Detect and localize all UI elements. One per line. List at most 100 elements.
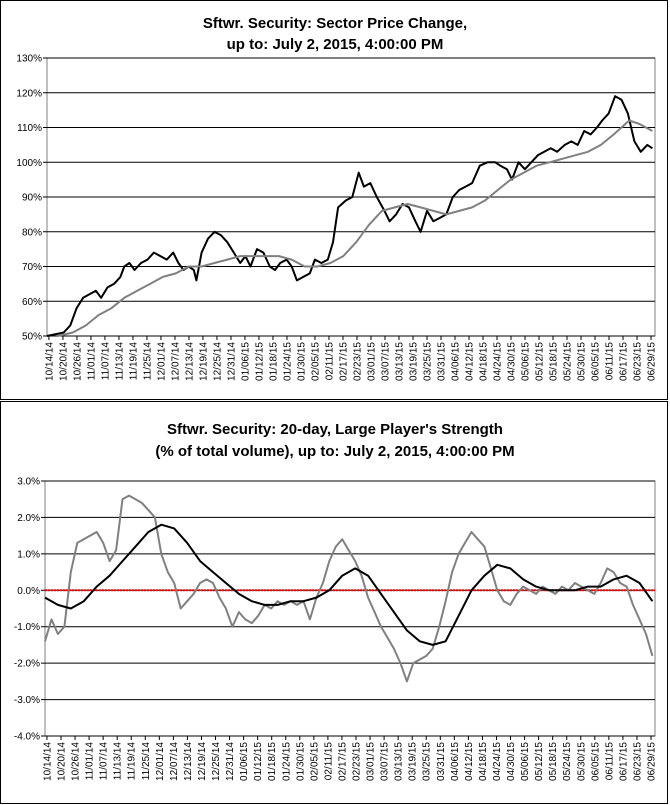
x-tick-label: 12/01/14 [155,742,166,781]
player-strength-svg: Sftwr. Security: 20-day, Large Player's … [14,421,658,781]
x-tick-label: 12/13/14 [184,342,195,381]
x-tick-label: 03/13/15 [394,342,405,381]
x-tick-label: 10/26/14 [71,742,82,781]
x-tick-label: 05/30/15 [577,342,588,381]
x-tick-label: 05/18/15 [549,342,560,381]
y-tick-label: 50% [22,332,42,343]
x-tick-label: 12/31/14 [226,342,237,381]
x-tick-label: 02/23/15 [351,742,362,781]
x-tick-label: 06/23/15 [633,342,644,381]
x-tick-label: 10/26/14 [72,342,83,381]
y-tick-label: 120% [16,88,42,99]
x-tick-label: 05/06/15 [521,342,532,381]
x-tick-label: 12/13/14 [183,742,194,781]
x-tick-label: 12/19/14 [198,342,209,381]
x-tick-label: 05/12/15 [535,342,546,381]
x-tick-label: 04/06/15 [450,342,461,381]
x-tick-label: 06/29/15 [647,742,658,781]
x-tick-label: 01/30/15 [296,342,307,381]
x-tick-label: 04/18/15 [478,342,489,381]
x-tick-label: 11/07/14 [99,742,110,781]
x-tick-label: 03/19/15 [408,742,419,781]
x-tick-label: 05/24/15 [562,742,573,781]
x-tick-label: 04/30/15 [506,742,517,781]
x-tick-label: 04/24/15 [492,742,503,781]
x-tick-label: 03/01/15 [366,742,377,781]
x-tick-label: 11/13/14 [114,342,125,381]
x-tick-label: 01/24/15 [282,342,293,381]
x-tick-label: 01/30/15 [295,742,306,781]
x-tick-label: 06/05/15 [590,742,601,781]
x-tick-label: 10/20/14 [58,342,69,381]
y-tick-label: 80% [22,227,42,238]
x-tick-label: 03/01/15 [366,342,377,381]
x-tick-label: 10/20/14 [56,742,67,781]
chart-title-line1: Sftwr. Security: 20-day, Large Player's … [167,421,503,438]
x-tick-label: 06/23/15 [632,742,643,781]
x-tick-label: 03/13/15 [394,742,405,781]
y-tick-label: 0.0% [17,586,40,597]
x-tick-label: 01/06/15 [239,742,250,781]
y-tick-label: -4.0% [14,732,40,743]
x-tick-label: 04/12/15 [464,742,475,781]
x-tick-label: 05/30/15 [576,742,587,781]
x-tick-label: 03/25/15 [422,342,433,381]
x-tick-label: 06/29/15 [647,342,658,381]
x-tick-label: 06/17/15 [619,342,630,381]
x-tick-label: 02/17/15 [337,742,348,781]
y-tick-label: 130% [16,54,42,65]
x-tick-label: 10/14/14 [42,742,53,781]
x-tick-label: 12/19/14 [197,742,208,781]
x-tick-label: 03/25/15 [422,742,433,781]
y-tick-label: -3.0% [14,695,40,706]
x-tick-label: 02/11/15 [324,342,335,381]
x-tick-label: 12/25/14 [211,742,222,781]
y-tick-label: 100% [16,158,42,169]
y-tick-label: -1.0% [14,622,40,633]
y-tick-label: 1.0% [17,549,40,560]
x-tick-label: 05/06/15 [520,742,531,781]
x-tick-label: 11/07/14 [100,342,111,381]
x-tick-label: 04/18/15 [478,742,489,781]
x-tick-label: 03/31/15 [436,342,447,381]
y-tick-label: -2.0% [14,659,40,670]
x-tick-label: 01/18/15 [267,742,278,781]
x-tick-label: 12/31/14 [225,742,236,781]
x-tick-label: 04/06/15 [450,742,461,781]
x-tick-label: 12/07/14 [169,742,180,781]
x-tick-label: 12/07/14 [170,342,181,381]
x-tick-label: 03/31/15 [436,742,447,781]
x-tick-label: 03/07/15 [380,342,391,381]
series-line-1 [44,494,654,683]
player-strength-chart: Sftwr. Security: 20-day, Large Player's … [0,401,668,804]
x-tick-label: 11/25/14 [142,342,153,381]
y-tick-label: 60% [22,297,42,308]
plot-area [44,480,656,737]
x-tick-label: 11/13/14 [113,742,124,781]
x-tick-label: 04/30/15 [506,342,517,381]
y-tick-label: 90% [22,193,42,204]
x-tick-label: 02/05/15 [310,342,321,381]
series-line-2 [44,523,654,646]
price-change-svg: Sftwr. Security: Sector Price Change, up… [16,15,658,381]
x-tick-label: 05/18/15 [548,742,559,781]
x-tick-label: 02/23/15 [352,342,363,381]
y-tick-label: 70% [22,262,42,273]
x-tick-label: 11/01/14 [85,742,96,781]
x-tick-label: 01/12/15 [254,342,265,381]
y-tick-label: 2.0% [17,513,40,524]
x-tick-label: 01/18/15 [268,342,279,381]
price-change-chart: Sftwr. Security: Sector Price Change, up… [0,0,668,400]
x-tick-label: 12/01/14 [156,342,167,381]
x-tick-label: 10/14/14 [44,342,55,381]
chart-title-line1: Sftwr. Security: Sector Price Change, [203,15,467,32]
x-tick-label: 06/17/15 [618,742,629,781]
x-tick-label: 04/24/15 [492,342,503,381]
x-tick-label: 11/25/14 [141,742,152,781]
x-tick-label: 06/05/15 [591,342,602,381]
x-tick-label: 06/11/15 [605,342,616,381]
x-tick-label: 04/12/15 [464,342,475,381]
x-tick-label: 05/12/15 [534,742,545,781]
x-tick-label: 03/19/15 [408,342,419,381]
